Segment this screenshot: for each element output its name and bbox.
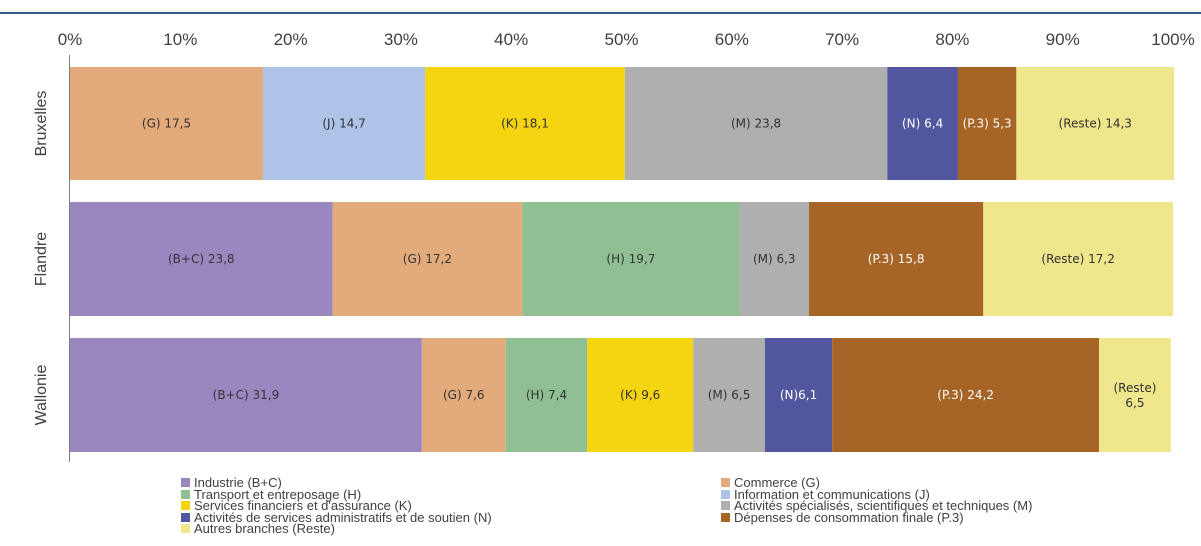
bar-segment-wallonie-n <box>764 338 833 452</box>
legend-label: Industrie (B+C) <box>194 475 282 491</box>
legend-item: Dépenses de consommation finale (P.3) <box>721 509 1181 525</box>
legend-label: Information et communications (J) <box>734 486 930 502</box>
x-axis-ticks: 0% 10% 20% 30% 40% 50% 60% 70% 80% 90% 100% <box>58 30 1195 49</box>
data-label: (P.3) 5,3 <box>963 117 1012 131</box>
data-label: (N) 6,4 <box>902 117 943 131</box>
legend-swatch <box>721 501 730 511</box>
top-divider <box>0 12 1201 14</box>
legend-swatch <box>181 501 190 511</box>
bar-segment-wallonie-p3 <box>832 338 1100 452</box>
data-label: (H) 7,4 <box>526 388 567 402</box>
data-label: (K) 18,1 <box>501 117 549 131</box>
legend-item: Activités de services administratifs et … <box>181 509 721 525</box>
x-tick-label: 40% <box>494 30 528 49</box>
legend-item: Activités spécialisés, scientifiques et … <box>721 498 1181 514</box>
bar-segment-wallonie-k <box>587 338 694 452</box>
legend-item: Industrie (B+C) <box>181 475 721 491</box>
x-tick-label: 80% <box>935 30 969 49</box>
x-tick-label: 0% <box>58 30 83 49</box>
bar-segment-wallonie-g <box>421 338 506 452</box>
legend-label: Services financiers et d'assurance (K) <box>194 498 412 514</box>
data-label: (K) 9,6 <box>620 388 660 402</box>
data-label: (H) 19,7 <box>606 252 655 266</box>
data-label: (N)6,1 <box>780 388 817 402</box>
stacked-bar-chart: 0% 10% 20% 30% 40% 50% 60% 70% 80% 90% 100% (G) 17… <box>33 30 1195 462</box>
bars-group: (G) 17,5 (J) 14,7 (K) 18,1 (M) 23,8 (N) 6,4 (… <box>70 67 1175 452</box>
legend-swatch <box>181 478 190 488</box>
bar-segment-bruxelles-m <box>624 67 888 180</box>
legend-label: Activités de services administratifs et … <box>194 509 492 525</box>
legend-swatch <box>721 478 730 488</box>
legend-item: Commerce (G) <box>721 475 1181 491</box>
bar-segment-flandre-bc <box>70 202 333 316</box>
bar-segment-flandre-reste <box>983 202 1173 316</box>
bar-segment-flandre-g <box>332 202 523 316</box>
data-label: (M) 23,8 <box>731 117 781 131</box>
legend-label: Dépenses de consommation finale (P.3) <box>734 509 964 525</box>
y-axis-labels: Bruxelles Flandre Wallonie <box>33 91 50 426</box>
bar-segment-wallonie-reste <box>1099 338 1171 452</box>
legend-label: Autres branches (Reste) <box>194 521 335 537</box>
legend-swatch <box>181 489 190 499</box>
data-label: (B+C) 23,8 <box>168 252 235 266</box>
x-tick-label: 20% <box>274 30 308 49</box>
legend-item: Services financiers et d'assurance (K) <box>181 498 721 514</box>
y-category-label: Bruxelles <box>33 91 50 157</box>
bar-segment-bruxelles-n <box>887 67 958 180</box>
x-tick-label: 10% <box>163 30 197 49</box>
legend-swatch <box>181 512 190 522</box>
bar-segment-wallonie-m <box>693 338 765 452</box>
bar-segment-bruxelles-j <box>263 67 426 180</box>
data-label: (G) 7,6 <box>443 388 485 402</box>
legend-label: Commerce (G) <box>734 475 820 491</box>
x-tick-label: 50% <box>604 30 638 49</box>
bar-segment-flandre-p3 <box>809 202 984 316</box>
legend-swatch <box>181 524 190 534</box>
legend-label: Activités spécialisés, scientifiques et … <box>734 498 1033 514</box>
data-label: (Reste) 17,2 <box>1041 252 1114 266</box>
bar-segment-flandre-m <box>739 202 810 316</box>
y-category-label: Wallonie <box>33 365 50 426</box>
bar-segment-flandre-h <box>522 202 740 316</box>
x-tick-label: 60% <box>715 30 749 49</box>
data-label: (G) 17,5 <box>142 117 191 131</box>
data-label: (B+C) 31,9 <box>213 388 280 402</box>
bar-segment-bruxelles-k <box>425 67 625 180</box>
bar-segment-wallonie-h <box>505 338 588 452</box>
bar-segment-bruxelles-p3 <box>957 67 1017 180</box>
data-label: (M) 6,5 <box>708 388 751 402</box>
data-label: (M) 6,3 <box>753 252 796 266</box>
legend-item: Autres branches (Reste) <box>181 521 721 537</box>
legend-swatch <box>721 512 730 522</box>
legend-item: Information et communications (J) <box>721 486 1181 502</box>
bar-segment-bruxelles-g <box>70 67 264 180</box>
x-tick-label: 90% <box>1046 30 1080 49</box>
data-label: (Reste) 14,3 <box>1059 117 1132 131</box>
legend-swatch <box>721 489 730 499</box>
bar-segment-bruxelles-reste <box>1016 67 1175 180</box>
legend-item: Transport et entreposage (H) <box>181 486 721 502</box>
x-tick-label: 70% <box>825 30 859 49</box>
data-label: (P.3) 15,8 <box>868 252 925 266</box>
data-label: (Reste) 6,5 <box>1114 381 1157 410</box>
bar-segment-wallonie-bc <box>70 338 422 452</box>
x-tick-label: 100% <box>1151 30 1194 49</box>
data-label: (J) 14,7 <box>322 117 365 131</box>
y-category-label: Flandre <box>33 232 50 286</box>
legend: Industrie (B+C) Commerce (G) Transport et … <box>181 475 1181 537</box>
data-label: (G) 17,2 <box>403 252 452 266</box>
data-label: (P.3) 24,2 <box>937 388 994 402</box>
legend-label: Transport et entreposage (H) <box>194 486 362 502</box>
x-tick-label: 30% <box>384 30 418 49</box>
